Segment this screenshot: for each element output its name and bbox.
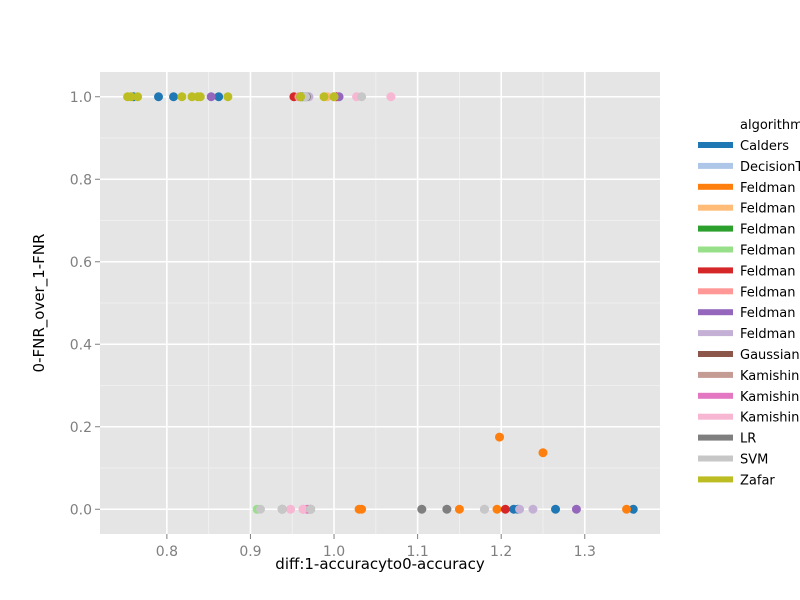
legend-label: Zafar: [740, 473, 775, 488]
data-point: [628, 504, 638, 514]
y-tick-label: 1.0: [70, 90, 92, 106]
legend-label: Feldman: [740, 264, 796, 279]
y-tick-label: 0.4: [70, 337, 92, 353]
data-point: [528, 504, 538, 514]
data-point: [417, 504, 427, 514]
data-point: [177, 92, 187, 102]
legend-title: algorithm: [740, 118, 800, 133]
data-point: [454, 504, 464, 514]
legend-swatch: [698, 476, 733, 483]
legend-swatch: [698, 246, 733, 253]
legend-swatch: [698, 371, 733, 378]
legend-label: Feldman: [740, 244, 796, 259]
x-axis-ticks: 0.8 0.9 1.0 1.1 1.2 1.3: [156, 534, 596, 560]
data-point: [255, 504, 265, 514]
x-tick-label: 0.9: [239, 544, 261, 560]
legend-label: Feldman: [740, 223, 796, 238]
legend: algorithm Calders DecisionT Feldman Feldman…: [698, 118, 800, 488]
data-point: [538, 448, 548, 458]
data-point: [357, 92, 367, 102]
legend-swatch: [698, 455, 733, 462]
data-point: [551, 504, 561, 514]
legend-swatch: [698, 267, 733, 274]
legend-swatch: [698, 330, 733, 337]
data-point: [515, 504, 525, 514]
legend-swatch: [698, 162, 733, 169]
x-tick-label: 1.1: [406, 544, 428, 560]
legend-label: Kamishin: [740, 369, 799, 384]
y-tick-label: 0.6: [70, 255, 92, 271]
data-point: [223, 92, 233, 102]
data-point: [306, 504, 316, 514]
data-point: [329, 92, 339, 102]
x-tick-label: 1.0: [323, 544, 345, 560]
data-point: [492, 504, 502, 514]
legend-swatch: [698, 183, 733, 190]
legend-swatch: [698, 351, 733, 357]
legend-label: Calders: [740, 139, 789, 154]
legend-swatch: [698, 288, 733, 295]
data-point: [169, 92, 179, 102]
data-point: [571, 504, 581, 514]
data-point: [622, 504, 632, 514]
legend-label: DecisionT: [740, 160, 800, 175]
data-point: [386, 92, 396, 102]
minor-gridlines: [100, 72, 660, 534]
legend-label: Gaussian: [740, 348, 800, 363]
legend-label: LR: [740, 432, 756, 447]
data-point: [442, 504, 452, 514]
y-tick-label: 0.8: [70, 172, 92, 188]
legend-swatch: [698, 392, 733, 399]
x-axis-title: diff:1-accuracyto0-accuracy: [275, 555, 485, 573]
data-point: [319, 92, 329, 102]
data-point: [479, 504, 489, 514]
data-point: [277, 504, 287, 514]
legend-swatch: [698, 413, 733, 420]
legend-label: Feldman: [740, 202, 796, 217]
legend-label: Feldman: [740, 285, 796, 300]
data-point: [133, 92, 143, 102]
data-point: [500, 504, 510, 514]
x-tick-label: 1.2: [490, 544, 512, 560]
x-tick-label: 1.3: [574, 544, 596, 560]
y-tick-label: 0.0: [70, 502, 92, 518]
data-point: [495, 432, 505, 442]
legend-swatch: [698, 434, 733, 441]
x-tick-label: 0.8: [156, 544, 178, 560]
data-point: [296, 92, 306, 102]
legend-label: Kamishin: [740, 411, 799, 426]
legend-label: Kamishin: [740, 390, 799, 405]
data-point: [357, 504, 367, 514]
data-point: [126, 92, 136, 102]
legend-swatch: [698, 225, 733, 232]
y-axis-ticks: 0.0 0.2 0.4 0.6 0.8 1.0: [70, 90, 100, 518]
legend-label: SVM: [740, 453, 768, 468]
major-gridlines: [100, 72, 660, 534]
legend-label: Feldman: [740, 181, 796, 196]
data-points: [123, 92, 638, 514]
legend-swatch: [698, 142, 733, 148]
legend-label: Feldman: [740, 306, 796, 321]
legend-label: Feldman: [740, 327, 796, 342]
data-point: [154, 92, 164, 102]
data-point: [206, 92, 216, 102]
legend-swatch: [698, 309, 733, 316]
y-axis-title: 0-FNR_over_1-FNR: [30, 234, 49, 373]
data-point: [195, 92, 205, 102]
data-point: [298, 504, 308, 514]
legend-swatch: [698, 204, 733, 211]
data-point: [214, 92, 224, 102]
y-tick-label: 0.2: [70, 420, 92, 436]
data-point: [286, 504, 296, 514]
